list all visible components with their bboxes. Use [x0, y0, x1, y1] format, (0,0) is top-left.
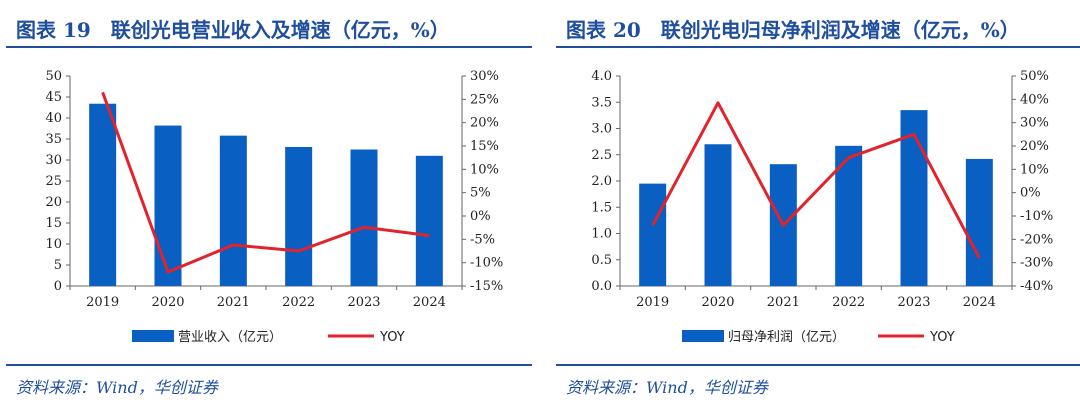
y2-tick-label: -40% — [1020, 279, 1053, 294]
y-tick-label: 30 — [45, 153, 62, 168]
x-tick-label: 2022 — [282, 295, 315, 310]
chart-title: 图表 19 联创光电营业收入及增速（亿元，%） — [16, 18, 450, 42]
x-tick-label: 2021 — [217, 295, 250, 310]
title-divider — [556, 46, 1080, 48]
y-tick-label: 2.0 — [591, 174, 612, 189]
y2-tick-label: 10% — [470, 162, 499, 177]
y-tick-label: 3.0 — [591, 122, 612, 137]
y2-tick-label: -20% — [1020, 232, 1053, 247]
y-tick-label: 10 — [45, 237, 62, 252]
bar — [704, 144, 732, 286]
legend-bar-swatch — [682, 330, 724, 342]
y-tick-label: 25 — [45, 174, 62, 189]
yoy-line — [101, 91, 430, 274]
y-tick-label: 15 — [45, 216, 62, 231]
x-tick-label: 2023 — [897, 295, 930, 310]
yoy-line — [651, 101, 981, 259]
revenue-chart: 0 5 10 15 20 25 30 35 40 45 50 -15% -10% -5% 0% 5% 10% 15… — [45, 69, 503, 345]
bar — [285, 146, 313, 286]
y2-tick-label: 0% — [1020, 186, 1041, 201]
revenue-panel: 图表 19 联创光电营业收入及增速（亿元，%） 0 5 10 15 20 25 30 35 40… — [6, 0, 532, 418]
x-tick-label: 2019 — [86, 295, 119, 310]
x-tick-label: 2019 — [636, 295, 669, 310]
x-tick-label: 2024 — [963, 295, 996, 310]
source-divider — [6, 364, 532, 366]
y2-tick-label: 20% — [470, 116, 499, 131]
y-tick-label: 45 — [45, 90, 62, 105]
y-tick-label: 2.5 — [591, 148, 612, 163]
legend-line-label: YOY — [929, 330, 955, 345]
bar — [154, 125, 182, 286]
y-tick-label: 35 — [45, 132, 62, 147]
legend-line-label: YOY — [379, 330, 405, 345]
y-tick-label: 0.0 — [591, 279, 612, 294]
title-divider — [6, 46, 532, 48]
source-divider — [556, 364, 1080, 366]
bar — [965, 158, 993, 286]
y2-tick-label: 5% — [470, 186, 491, 201]
y-tick-label: 50 — [45, 69, 62, 84]
x-tick-label: 2020 — [151, 295, 184, 310]
y-tick-label: 20 — [45, 195, 62, 210]
x-tick-label: 2023 — [347, 295, 380, 310]
y2-tick-label: -10% — [470, 256, 503, 271]
y2-tick-label: 40% — [1020, 92, 1049, 107]
y2-tick-label: 50% — [1020, 69, 1049, 84]
y-tick-label: 0.5 — [591, 253, 612, 268]
x-tick-label: 2021 — [767, 295, 800, 310]
bar — [835, 145, 863, 286]
source-note: 资料来源：Wind，华创证券 — [566, 378, 768, 397]
legend-bar-label: 归母净利润（亿元） — [728, 330, 845, 345]
bar — [415, 155, 443, 286]
bar — [89, 103, 117, 286]
x-tick-label: 2020 — [701, 295, 734, 310]
y-tick-label: 0 — [54, 279, 62, 294]
x-tick-label: 2024 — [413, 295, 446, 310]
y-tick-label: 3.5 — [591, 95, 612, 110]
legend-bar-swatch — [132, 330, 174, 342]
bar — [639, 183, 667, 286]
y2-tick-label: -15% — [470, 279, 503, 294]
y-tick-label: 1.0 — [591, 227, 612, 242]
y-tick-label: 1.5 — [591, 200, 612, 215]
legend-bar-label: 营业收入（亿元） — [178, 330, 282, 345]
bar — [900, 110, 928, 286]
y-tick-label: 4.0 — [591, 69, 612, 84]
y2-tick-label: 20% — [1020, 139, 1049, 154]
y2-tick-label: 30% — [1020, 116, 1049, 131]
source-note: 资料来源：Wind，华创证券 — [16, 378, 218, 397]
bar — [350, 149, 378, 286]
net-profit-chart: 0.0 0.5 1.0 1.5 2.0 2.5 3.0 3.5 4.0 -40% -30% -20% -… — [591, 69, 1053, 345]
y2-tick-label: 15% — [470, 139, 499, 154]
y2-tick-label: -10% — [1020, 209, 1053, 224]
y2-tick-label: 0% — [470, 209, 491, 224]
net-profit-panel: 图表 20 联创光电归母净利润及增速（亿元，%） 0.0 0.5 1.0 1.5 2.0… — [556, 0, 1080, 418]
y2-tick-label: 10% — [1020, 162, 1049, 177]
y2-tick-label: -30% — [1020, 256, 1053, 271]
x-tick-label: 2022 — [832, 295, 865, 310]
y2-tick-label: -5% — [470, 232, 495, 247]
chart-title: 图表 20 联创光电归母净利润及增速（亿元，%） — [566, 18, 1020, 42]
y2-tick-label: 30% — [470, 69, 499, 84]
bar — [219, 135, 247, 286]
y-tick-label: 40 — [45, 111, 62, 126]
y-tick-label: 5 — [54, 258, 62, 273]
y2-tick-label: 25% — [470, 92, 499, 107]
